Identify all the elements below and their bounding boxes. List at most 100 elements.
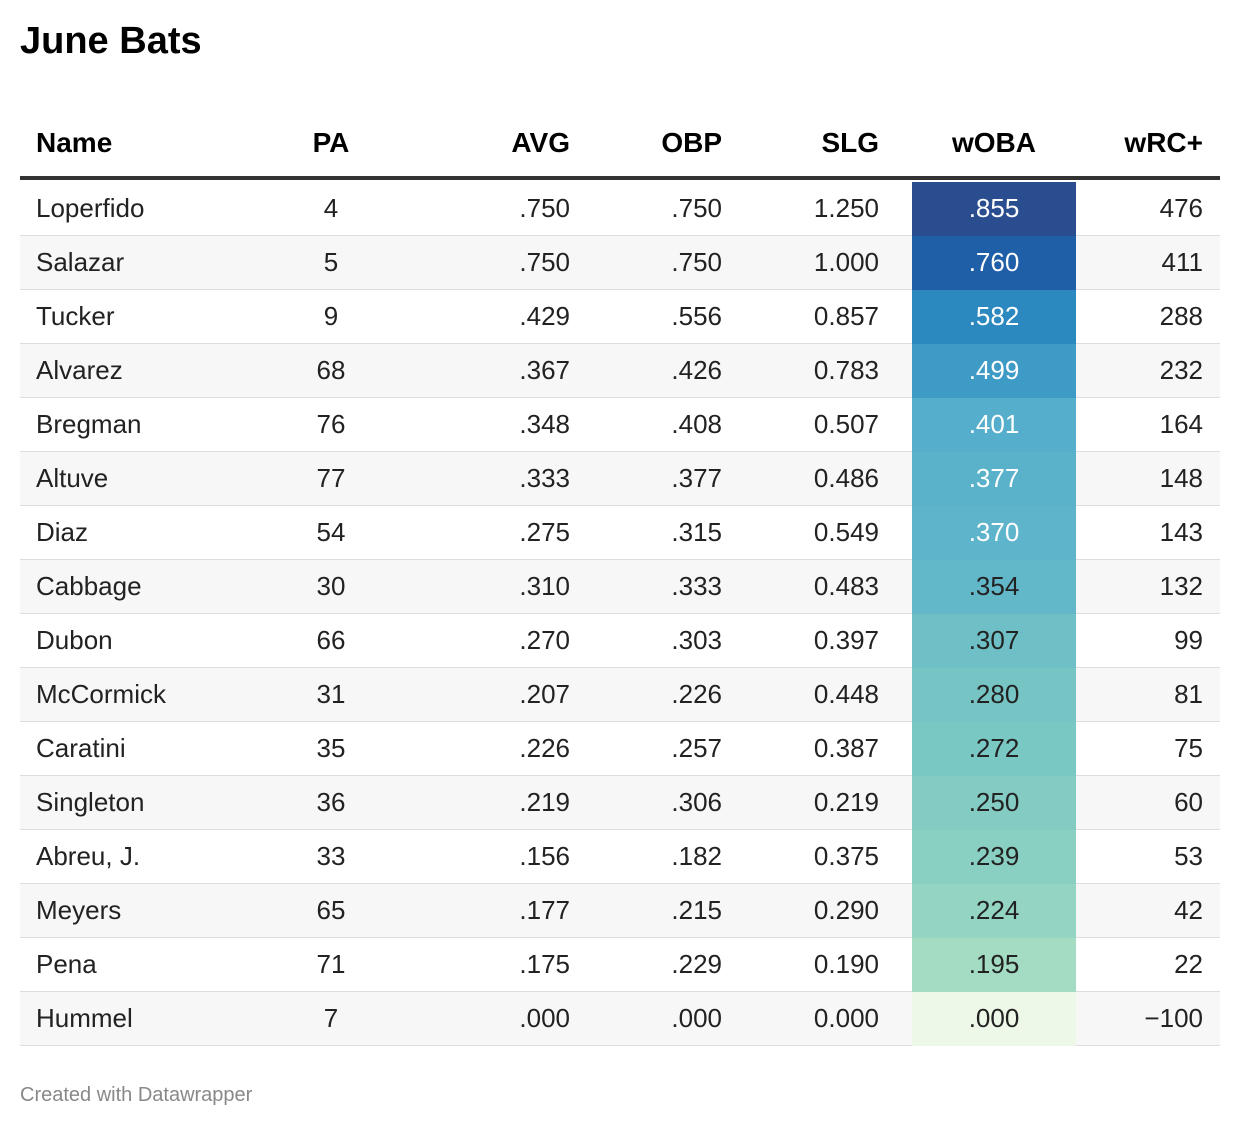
stat-cell: 36 xyxy=(316,787,346,817)
stat-cell: 7 xyxy=(323,1003,339,1033)
stat-cell: .307 xyxy=(912,614,1076,668)
credit: Created with Datawrapper xyxy=(20,1084,253,1106)
stat-cell: .226 xyxy=(671,679,722,709)
stat-cell: .182 xyxy=(671,841,722,871)
stat-cell: 0.507 xyxy=(813,409,879,439)
stat-cell: .377 xyxy=(671,463,722,493)
stat-cell: 0.290 xyxy=(813,895,879,925)
table-row: Hummel 7 .000 .000 0.000 .000 −100 xyxy=(20,992,1220,1046)
header-cell: wOBA xyxy=(952,127,1036,158)
stat-cell: .315 xyxy=(671,517,722,547)
stat-cell: 31 xyxy=(316,679,346,709)
stat-cell: .750 xyxy=(671,247,722,277)
stat-cell: 99 xyxy=(1174,625,1203,655)
name-cell: Tucker xyxy=(36,301,115,331)
stat-cell: .426 xyxy=(671,355,722,385)
stat-cell: .750 xyxy=(519,247,570,277)
name-cell: Bregman xyxy=(36,409,142,439)
stat-cell: 132 xyxy=(1159,571,1203,601)
stat-cell: .310 xyxy=(519,571,570,601)
stat-cell: .175 xyxy=(519,949,570,979)
name-cell: Singleton xyxy=(36,787,145,817)
name-cell: Pena xyxy=(36,949,97,979)
stat-cell: .750 xyxy=(519,193,570,223)
name-cell: Salazar xyxy=(36,247,125,277)
header-cell: wRC+ xyxy=(1124,127,1203,158)
stat-cell: 66 xyxy=(316,625,346,655)
table-row: Tucker 9 .429 .556 0.857 .582 288 xyxy=(20,290,1220,344)
stat-cell: 53 xyxy=(1174,841,1203,871)
stat-cell: 0.448 xyxy=(813,679,879,709)
stat-cell: 71 xyxy=(316,949,346,979)
stat-cell: 42 xyxy=(1174,895,1203,925)
stat-cell: .000 xyxy=(671,1003,722,1033)
stat-cell: .760 xyxy=(912,236,1076,290)
stat-cell: 411 xyxy=(1161,247,1203,277)
stat-cell: .855 xyxy=(912,182,1076,236)
stat-cell: 33 xyxy=(316,841,346,871)
stat-cell: .377 xyxy=(912,452,1076,506)
stat-cell: .348 xyxy=(519,409,570,439)
stat-cell: .333 xyxy=(671,571,722,601)
stat-cell: 1.250 xyxy=(813,193,879,223)
stat-cell: 5 xyxy=(323,247,339,277)
name-cell: Cabbage xyxy=(36,571,142,601)
stat-cell: 232 xyxy=(1159,355,1203,385)
header-row: Name PA AVG OBP SLG wOBA wRC+ xyxy=(20,110,1220,180)
stat-cell: .499 xyxy=(912,344,1076,398)
stat-cell: 30 xyxy=(316,571,346,601)
header-cell: OBP xyxy=(661,127,722,158)
table-row: Bregman 76 .348 .408 0.507 .401 164 xyxy=(20,398,1220,452)
stat-cell: 143 xyxy=(1159,517,1203,547)
stat-cell: .229 xyxy=(671,949,722,979)
stat-cell: .224 xyxy=(912,884,1076,938)
stat-cell: .000 xyxy=(912,992,1076,1046)
title: June Bats xyxy=(20,20,202,62)
stat-cell: −100 xyxy=(1144,1003,1203,1033)
stat-cell: 0.397 xyxy=(813,625,879,655)
stat-cell: 9 xyxy=(323,301,339,331)
stat-cell: 0.783 xyxy=(813,355,879,385)
table-row: Dubon 66 .270 .303 0.397 .307 99 xyxy=(20,614,1220,668)
stat-cell: 148 xyxy=(1159,463,1203,493)
stat-cell: 22 xyxy=(1174,949,1203,979)
stat-cell: .367 xyxy=(519,355,570,385)
header-cell: Name xyxy=(36,127,113,158)
stat-cell: 476 xyxy=(1159,193,1203,223)
name-cell: Loperfido xyxy=(36,193,145,223)
stat-cell: .306 xyxy=(671,787,722,817)
table-row: Loperfido 4 .750 .750 1.250 .855 476 xyxy=(20,182,1220,236)
stat-cell: .257 xyxy=(671,733,722,763)
stat-cell: .401 xyxy=(912,398,1076,452)
stat-cell: 76 xyxy=(316,409,346,439)
stat-cell: .207 xyxy=(519,679,570,709)
stat-cell: .226 xyxy=(519,733,570,763)
name-cell: Caratini xyxy=(36,733,126,763)
stat-cell: .215 xyxy=(671,895,722,925)
stat-cell: .429 xyxy=(519,301,570,331)
name-cell: Meyers xyxy=(36,895,122,925)
stat-cell: 0.549 xyxy=(813,517,879,547)
name-cell: Diaz xyxy=(36,517,89,547)
stat-cell: .408 xyxy=(671,409,722,439)
stat-cell: .556 xyxy=(671,301,722,331)
stat-cell: 0.486 xyxy=(813,463,879,493)
table-row: Singleton 36 .219 .306 0.219 .250 60 xyxy=(20,776,1220,830)
name-cell: Dubon xyxy=(36,625,113,655)
stat-cell: 0.375 xyxy=(813,841,879,871)
stat-cell: 0.483 xyxy=(813,571,879,601)
table-row: Meyers 65 .177 .215 0.290 .224 42 xyxy=(20,884,1220,938)
stat-cell: 75 xyxy=(1174,733,1203,763)
stat-cell: .333 xyxy=(519,463,570,493)
name-cell: Alvarez xyxy=(36,355,123,385)
stat-cell: 164 xyxy=(1159,409,1203,439)
stat-cell: 60 xyxy=(1174,787,1203,817)
header-cell: PA xyxy=(312,127,350,158)
stat-cell: 54 xyxy=(316,517,346,547)
table-row: Pena 71 .175 .229 0.190 .195 22 xyxy=(20,938,1220,992)
stat-cell: 288 xyxy=(1159,301,1203,331)
stat-cell: 81 xyxy=(1174,679,1203,709)
stat-cell: .270 xyxy=(519,625,570,655)
stat-cell: 0.190 xyxy=(813,949,879,979)
